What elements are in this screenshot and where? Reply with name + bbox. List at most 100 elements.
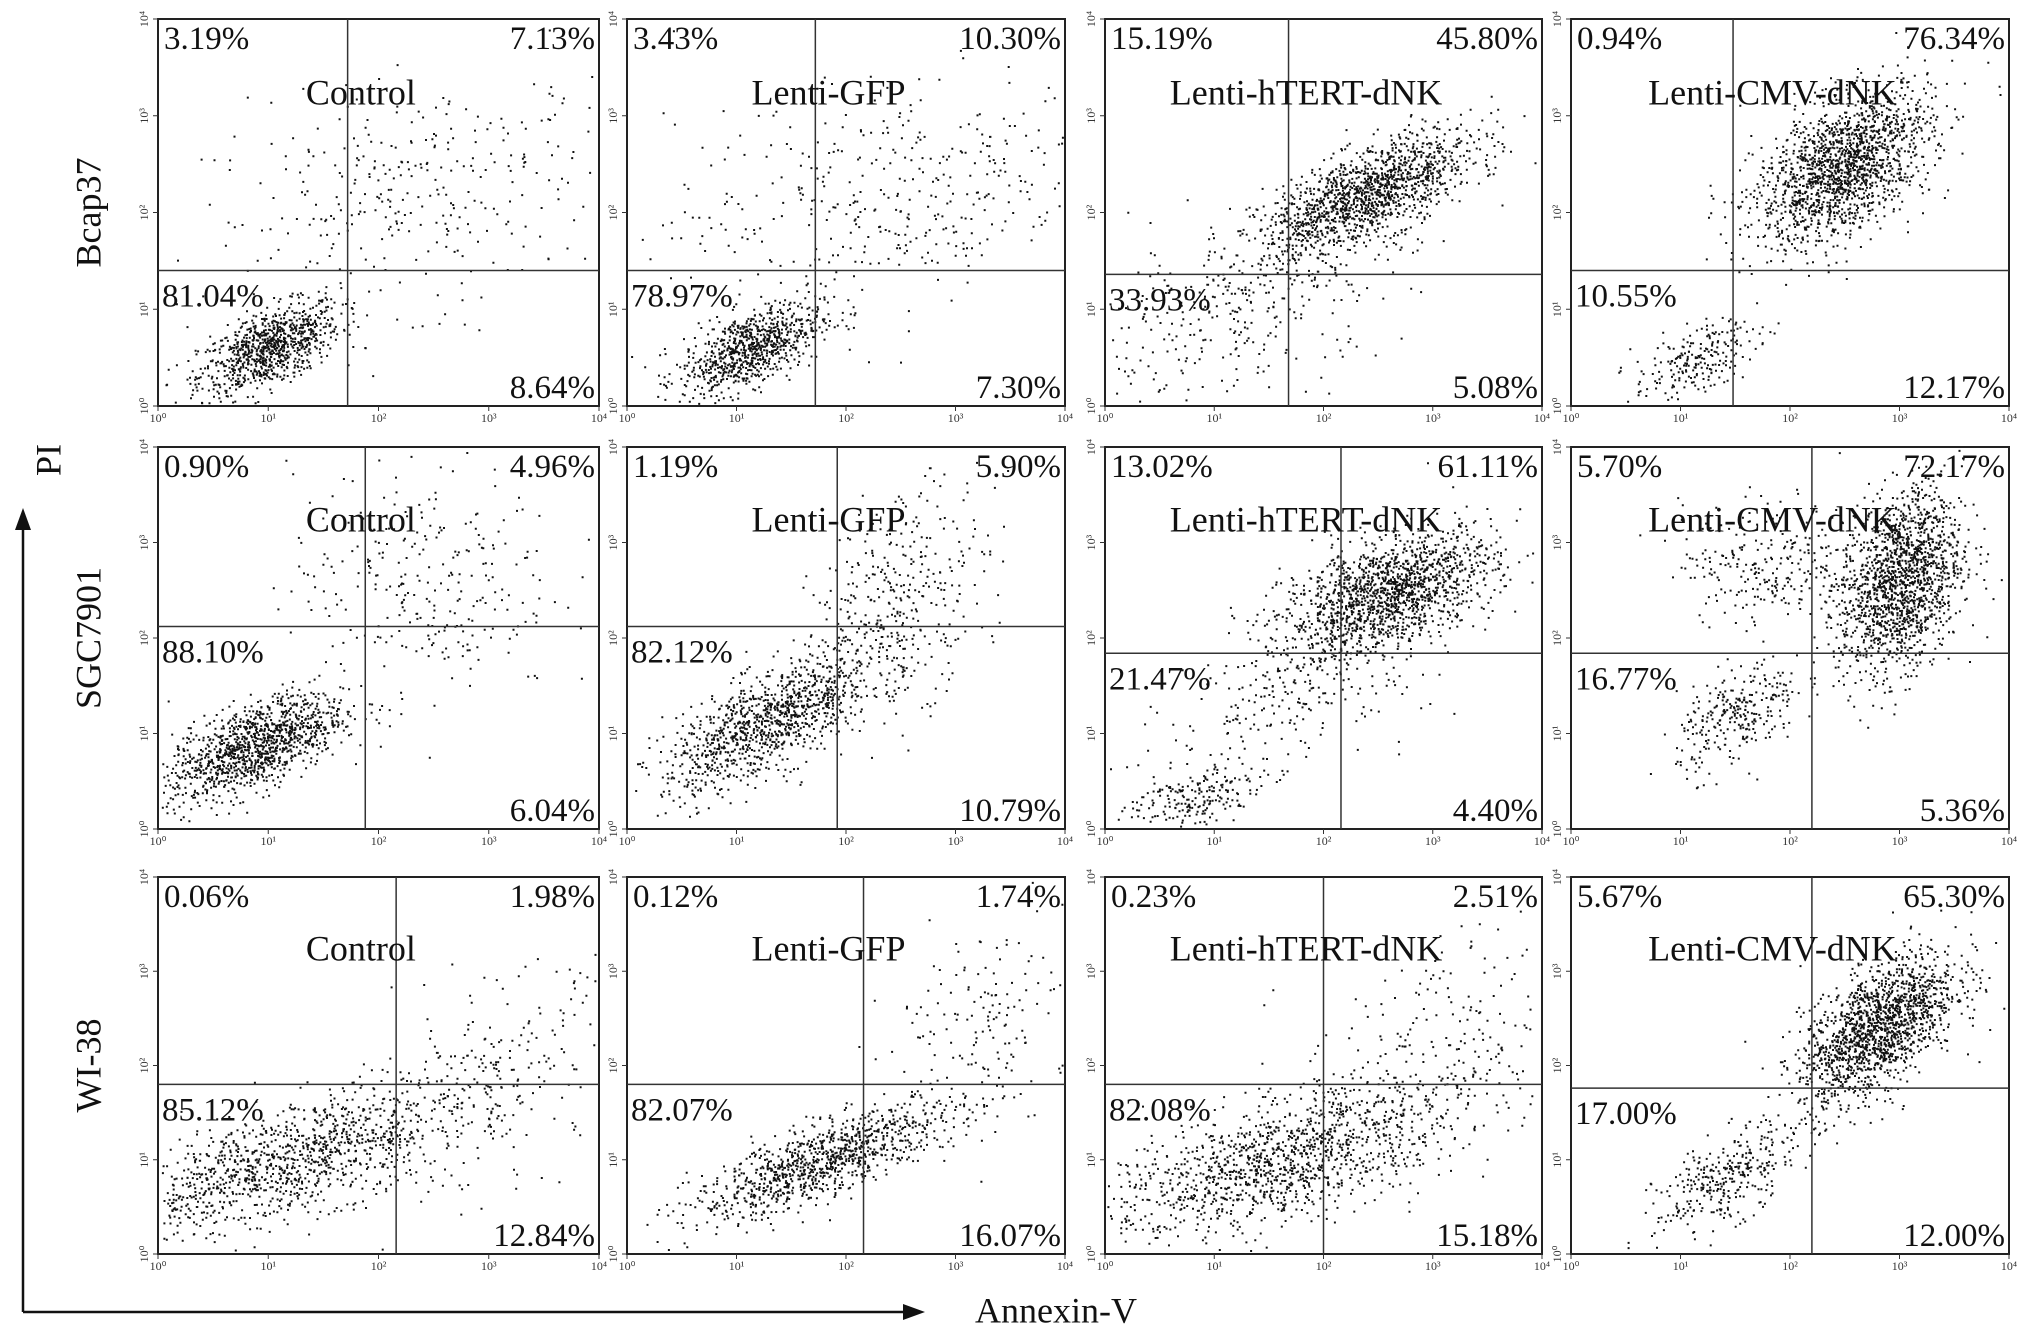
quadrant-percent: 4.96%	[510, 449, 595, 485]
event-cloud	[1639, 486, 1883, 658]
y-tick-label: 10⁴	[1550, 869, 1564, 885]
x-tick-label: 10¹	[1206, 834, 1222, 848]
quadrant-percent: 3.43%	[633, 21, 718, 57]
x-tick-label: 10³	[1425, 834, 1441, 848]
y-tick-label: 10⁰	[1550, 820, 1564, 837]
y-tick-label: 10⁰	[1084, 820, 1098, 837]
y-tick-label: 10⁴	[606, 11, 620, 27]
y-tick-label: 10³	[1550, 108, 1564, 124]
x-tick-label: 10⁴	[591, 1259, 607, 1273]
quadrant-percent: 21.47%	[1109, 661, 1211, 697]
y-tick-label: 10³	[1550, 963, 1564, 979]
y-tick-label: 10⁴	[1084, 439, 1098, 455]
quadrant-percent: 16.77%	[1575, 661, 1677, 697]
quadrant-percent: 5.90%	[976, 449, 1061, 485]
y-tick-label: 10³	[606, 534, 620, 550]
quadrant-percent: 7.30%	[976, 370, 1061, 406]
quadrant-percent: 1.98%	[510, 879, 595, 915]
x-tick-label: 10⁴	[591, 834, 607, 848]
x-tick-label: 10⁰	[1097, 411, 1114, 425]
x-arrowhead	[903, 1304, 925, 1320]
x-tick-label: 10¹	[260, 834, 276, 848]
y-tick-label: 10¹	[606, 301, 620, 317]
x-tick-label: 10³	[948, 1259, 964, 1273]
quadrant-percent: 82.12%	[631, 635, 733, 671]
quadrant-percent: 7.13%	[510, 21, 595, 57]
y-tick-label: 10⁴	[606, 439, 620, 455]
quadrant-percent: 5.08%	[1453, 370, 1538, 406]
panel-title: Lenti-GFP	[751, 929, 905, 969]
x-tick-label: 10⁴	[1534, 834, 1550, 848]
y-arrowhead	[15, 508, 31, 530]
event-cloud	[1213, 95, 1537, 303]
quadrant-percent: 45.80%	[1436, 21, 1538, 57]
x-tick-label: 10³	[481, 834, 497, 848]
x-tick-label: 10⁰	[619, 411, 636, 425]
x-tick-label: 10⁰	[150, 1259, 167, 1273]
quadrant-percent: 82.08%	[1109, 1092, 1211, 1128]
panel-title: Control	[306, 500, 416, 540]
quadrant-percent: 10.79%	[959, 793, 1061, 829]
x-tick-label: 10²	[1782, 411, 1798, 425]
x-tick-label: 10⁴	[2001, 834, 2017, 848]
event-cloud	[1649, 640, 1819, 790]
x-tick-label: 10²	[838, 411, 854, 425]
quadrant-percent: 61.11%	[1437, 449, 1538, 485]
x-tick-label: 10⁰	[1563, 411, 1580, 425]
y-tick-label: 10¹	[1550, 1152, 1564, 1168]
event-cloud	[165, 282, 382, 405]
quadrant-percent: 76.34%	[1903, 21, 2005, 57]
x-tick-label: 10⁴	[2001, 411, 2017, 425]
x-tick-label: 10²	[838, 1259, 854, 1273]
quadrant-percent: 3.19%	[164, 21, 249, 57]
y-tick-label: 10²	[137, 1057, 151, 1073]
y-tick-label: 10³	[1550, 534, 1564, 550]
event-cloud	[272, 452, 590, 759]
y-tick-label: 10²	[137, 630, 151, 646]
x-tick-label: 10¹	[1206, 411, 1222, 425]
y-tick-label: 10²	[1550, 204, 1564, 220]
quadrant-percent: 78.97%	[631, 279, 733, 315]
y-tick-label: 10⁰	[606, 397, 620, 414]
y-tick-label: 10⁰	[606, 1245, 620, 1262]
y-tick-label: 10³	[137, 108, 151, 124]
y-tick-label: 10²	[137, 204, 151, 220]
quadrant-percent: 82.07%	[631, 1092, 733, 1128]
quadrant-percent: 0.90%	[164, 449, 249, 485]
x-tick-label: 10³	[481, 411, 497, 425]
y-tick-label: 10⁴	[137, 439, 151, 455]
y-tick-label: 10⁰	[606, 820, 620, 837]
y-tick-label: 10²	[1084, 1057, 1098, 1073]
y-tick-label: 10¹	[606, 725, 620, 741]
x-tick-label: 10¹	[729, 1259, 745, 1273]
x-tick-label: 10¹	[260, 411, 276, 425]
event-cloud	[161, 661, 391, 823]
panel-title: Lenti-hTERT-dNK	[1170, 929, 1442, 969]
x-tick-label: 10⁴	[591, 411, 607, 425]
panel-title: Lenti-CMV-dNK	[1648, 500, 1897, 540]
x-tick-label: 10⁴	[1057, 834, 1073, 848]
y-tick-label: 10¹	[606, 1152, 620, 1168]
y-tick-label: 10⁰	[137, 820, 151, 837]
quadrant-percent: 72.17%	[1903, 449, 2005, 485]
quadrant-percent: 10.30%	[959, 21, 1061, 57]
panel-title: Lenti-CMV-dNK	[1648, 929, 1897, 969]
x-tick-label: 10³	[1892, 1259, 1908, 1273]
x-tick-label: 10¹	[1673, 411, 1689, 425]
y-tick-label: 10²	[1084, 204, 1098, 220]
x-tick-label: 10³	[481, 1259, 497, 1273]
x-tick-label: 10⁰	[1563, 834, 1580, 848]
x-tick-label: 10⁴	[1534, 411, 1550, 425]
x-tick-label: 10³	[948, 834, 964, 848]
y-tick-label: 10⁰	[1550, 1245, 1564, 1262]
event-cloud	[631, 275, 856, 405]
quadrant-percent: 15.18%	[1436, 1218, 1538, 1254]
quadrant-percent: 65.30%	[1903, 879, 2005, 915]
x-tick-label: 10²	[1316, 1259, 1332, 1273]
y-tick-label: 10⁰	[1084, 1245, 1098, 1262]
y-tick-label: 10⁰	[137, 397, 151, 414]
quadrant-percent: 0.12%	[633, 879, 718, 915]
y-tick-label: 10⁰	[137, 1245, 151, 1262]
